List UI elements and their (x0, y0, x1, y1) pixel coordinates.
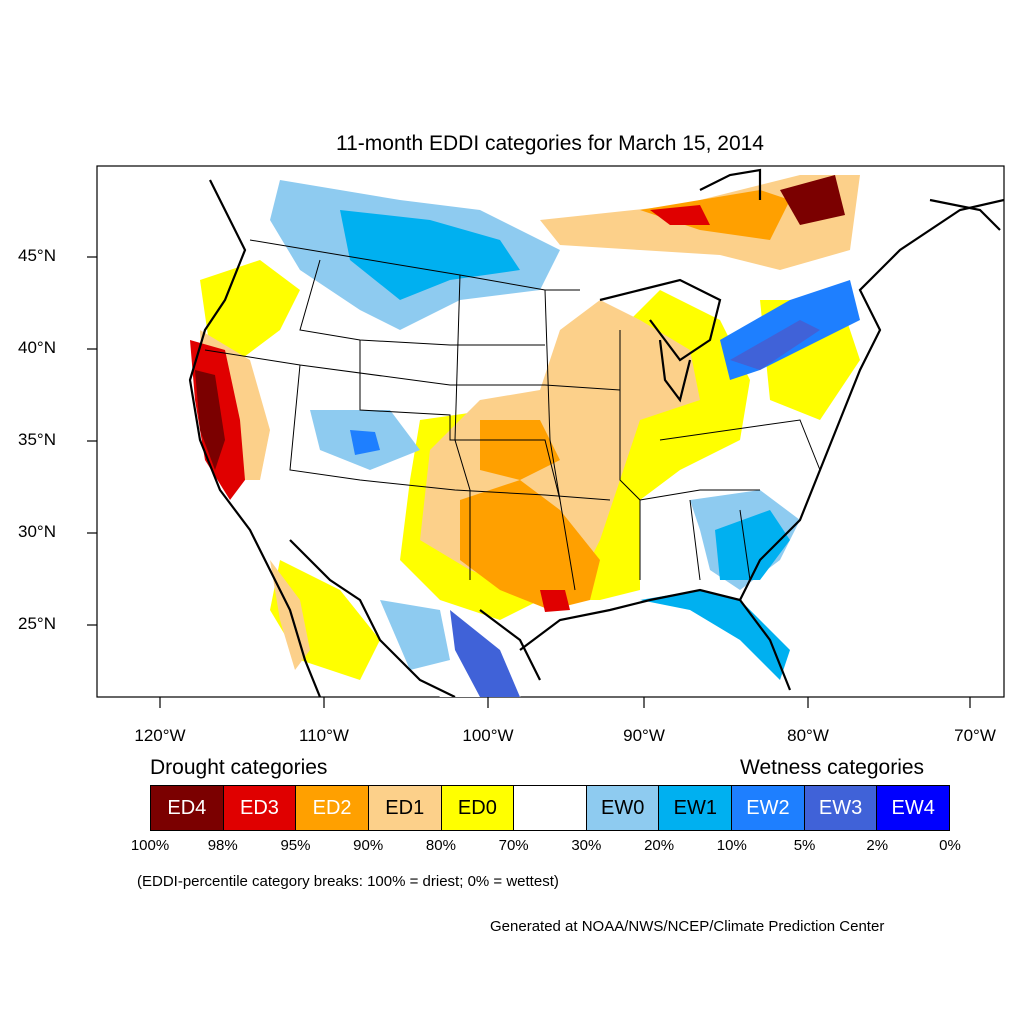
ed2-region-kansas (480, 420, 560, 480)
ed4-region-california (195, 370, 225, 470)
lon-label-90w: 90°W (623, 726, 665, 745)
ed4-region-canada (780, 175, 845, 225)
category-note: (EDDI-percentile category breaks: 100% =… (137, 873, 559, 890)
legend-swatch-ed0: ED0 (441, 786, 515, 830)
ew1-region-mexico (380, 600, 450, 670)
lat-label-30n: 30°N (18, 522, 56, 541)
lon-label-70w: 70°W (954, 726, 996, 745)
legend-swatch-ew0: EW0 (586, 786, 660, 830)
percent-break-label: 5% (793, 837, 816, 854)
eddi-category-field (190, 170, 880, 697)
legend-swatch-ed3: ED3 (223, 786, 297, 830)
ew3-region-northeast (730, 320, 820, 370)
ed2-region-canada (640, 190, 790, 240)
ed3-region-canada (650, 205, 710, 225)
lat-label-40n: 40°N (18, 338, 56, 357)
legend-swatch-ed2: ED2 (296, 786, 369, 830)
axis-ticks (87, 256, 971, 708)
lat-label-45n: 45°N (18, 246, 56, 265)
legend-swatch-ed1: ED1 (368, 786, 442, 830)
category-legend: ED4 ED3 ED2 ED1 ED0 EW0 EW1 EW2 EW3 EW4 (150, 785, 950, 831)
lon-label-110w: 110°W (299, 726, 349, 745)
percent-break-label: 80% (425, 837, 456, 854)
ew1-region-florida (640, 590, 790, 680)
ew2-region-colorado (350, 430, 380, 455)
drought-heading: Drought categories (150, 756, 328, 779)
ew2-region-gulf (450, 610, 520, 697)
percent-break-label: 2% (866, 837, 889, 854)
percent-break-label: 70% (498, 837, 529, 854)
percent-break-label: 0% (939, 837, 961, 854)
legend-swatch-normal (514, 786, 587, 830)
wetness-heading: Wetness categories (740, 756, 925, 779)
lon-label-120w: 120°W (134, 726, 186, 745)
legend-swatch-ew3: EW3 (804, 786, 878, 830)
legend-swatch-ew1: EW1 (659, 786, 733, 830)
credit-line: Generated at NOAA/NWS/NCEP/Climate Predi… (490, 918, 885, 935)
percent-break-label: 30% (571, 837, 602, 854)
ed2-region-texas (460, 480, 600, 610)
lat-label-25n: 25°N (18, 614, 56, 633)
percent-break-label: 10% (716, 837, 747, 854)
legend-swatch-ew2: EW2 (732, 786, 805, 830)
legend-swatch-ew4: EW4 (877, 786, 950, 830)
lat-label-35n: 35°N (18, 430, 56, 449)
percent-break-label: 95% (280, 837, 311, 854)
ed0-region-west (200, 260, 300, 360)
percent-break-label: 20% (644, 837, 675, 854)
map-title: 11-month EDDI categories for March 15, 2… (336, 132, 764, 155)
lon-label-100w: 100°W (462, 726, 514, 745)
state-boundaries (204, 239, 821, 591)
coastlines (188, 168, 1004, 697)
percent-break-label: 90% (353, 837, 384, 854)
legend-swatch-ed4: ED4 (151, 786, 224, 830)
ed3-region-texas (540, 590, 570, 612)
lon-label-80w: 80°W (787, 726, 829, 745)
ew1-region-southeast (715, 510, 790, 580)
ew1-region-north (340, 210, 520, 300)
percent-break-label: 98% (207, 837, 238, 854)
percent-break-label: 100% (130, 837, 170, 854)
